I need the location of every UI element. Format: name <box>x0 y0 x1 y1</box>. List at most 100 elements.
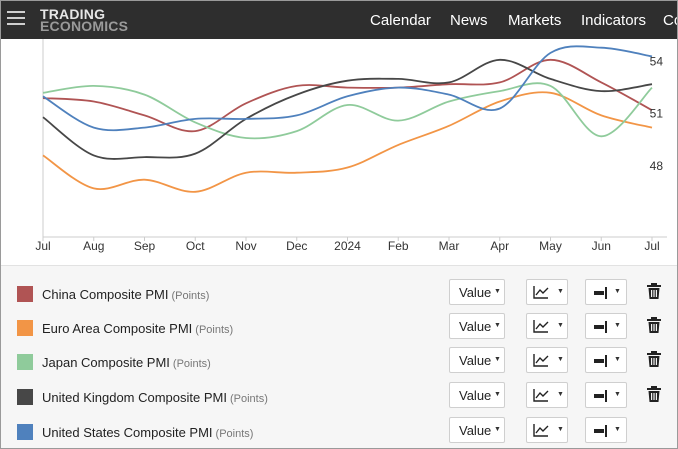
nav-commodities[interactable]: Co <box>663 12 677 29</box>
caret-down-icon: ▼ <box>614 322 621 329</box>
series-name[interactable]: United States Composite PMI (Points) <box>42 425 253 440</box>
right-axis-icon <box>594 286 608 304</box>
caret-down-icon: ▼ <box>557 288 564 295</box>
series-color-swatch[interactable] <box>17 424 33 440</box>
caret-down-icon: ▼ <box>557 322 564 329</box>
axis-side-dropdown[interactable]: ▼ <box>585 347 627 373</box>
chart-type-dropdown[interactable]: ▼ <box>526 417 568 443</box>
legend-row-china: China Composite PMI (Points) Value ▼ ▼ ▼ <box>1 274 677 308</box>
value-dropdown-label: Value <box>459 353 492 368</box>
x-tick-label: Dec <box>286 239 307 253</box>
series-line-united-kingdom[interactable] <box>42 58 653 160</box>
y-tick-label: 48 <box>650 159 664 173</box>
x-tick-label: Oct <box>186 239 205 253</box>
series-line-united-states[interactable] <box>42 45 653 132</box>
x-tick-label: Jul <box>35 239 50 253</box>
caret-down-icon: ▼ <box>494 426 501 433</box>
x-tick-label: Jul <box>644 239 659 253</box>
value-dropdown[interactable]: Value ▼ <box>449 417 505 443</box>
trash-icon[interactable] <box>647 317 661 335</box>
series-color-swatch[interactable] <box>17 389 33 405</box>
y-tick-label: 51 <box>650 107 664 121</box>
series-unit: (Points) <box>195 324 234 336</box>
x-tick-label: Nov <box>235 239 256 253</box>
legend-row-united-kingdom: United Kingdom Composite PMI (Points) Valu… <box>1 377 677 411</box>
value-dropdown[interactable]: Value ▼ <box>449 313 505 339</box>
line-chart-icon <box>533 423 549 442</box>
logo[interactable]: TRADING ECONOMICS <box>40 6 128 33</box>
trash-icon[interactable] <box>647 283 661 301</box>
top-navigation-bar: TRADING ECONOMICS Calendar News Markets … <box>1 1 677 39</box>
nav-calendar[interactable]: Calendar <box>370 12 431 29</box>
series-unit: (Points) <box>171 290 210 302</box>
nav-news[interactable]: News <box>450 12 488 29</box>
value-dropdown[interactable]: Value ▼ <box>449 382 505 408</box>
x-tick-label: Sep <box>134 239 156 253</box>
line-chart-icon <box>533 353 549 372</box>
series-name[interactable]: United Kingdom Composite PMI (Points) <box>42 390 268 405</box>
series-color-swatch[interactable] <box>17 320 33 336</box>
x-tick-label: Jun <box>592 239 611 253</box>
series-color-swatch[interactable] <box>17 286 33 302</box>
value-dropdown-label: Value <box>459 423 492 438</box>
caret-down-icon: ▼ <box>614 288 621 295</box>
logo-line-1: TRADING <box>40 6 106 22</box>
value-dropdown[interactable]: Value ▼ <box>449 279 505 305</box>
right-axis-icon <box>594 389 608 407</box>
series-name-text: United Kingdom Composite PMI <box>42 390 227 405</box>
legend-row-japan: Japan Composite PMI (Points) Value ▼ ▼ ▼ <box>1 342 677 376</box>
line-chart-icon <box>533 285 549 304</box>
series-color-swatch[interactable] <box>17 354 33 370</box>
nav-markets[interactable]: Markets <box>508 12 562 29</box>
series-name[interactable]: China Composite PMI (Points) <box>42 287 209 302</box>
series-unit: (Points) <box>215 428 254 440</box>
right-axis-icon <box>594 320 608 338</box>
series-name[interactable]: Euro Area Composite PMI (Points) <box>42 321 233 336</box>
legend-row-euro-area: Euro Area Composite PMI (Points) Value ▼ ▼ ▼ <box>1 308 677 342</box>
trash-icon[interactable] <box>647 386 661 404</box>
nav-indicators[interactable]: Indicators <box>581 12 647 29</box>
chart-type-dropdown[interactable]: ▼ <box>526 382 568 408</box>
x-tick-label: Apr <box>490 239 509 253</box>
value-dropdown[interactable]: Value ▼ <box>449 347 505 373</box>
value-dropdown-label: Value <box>459 285 492 300</box>
caret-down-icon: ▼ <box>494 356 501 363</box>
series-name-text: Japan Composite PMI <box>42 355 170 370</box>
axis-side-dropdown[interactable]: ▼ <box>585 313 627 339</box>
series-unit: (Points) <box>172 358 211 370</box>
caret-down-icon: ▼ <box>494 288 501 295</box>
x-tick-label: Feb <box>388 239 409 253</box>
axis-side-dropdown[interactable]: ▼ <box>585 417 627 443</box>
series-legend-panel: China Composite PMI (Points) Value ▼ ▼ ▼ Euro … <box>1 265 677 448</box>
caret-down-icon: ▼ <box>494 391 501 398</box>
x-tick-label: 2024 <box>334 239 361 253</box>
series-line-euro-area[interactable] <box>42 91 653 193</box>
chart-type-dropdown[interactable]: ▼ <box>526 347 568 373</box>
axis-side-dropdown[interactable]: ▼ <box>585 279 627 305</box>
chart-type-dropdown[interactable]: ▼ <box>526 279 568 305</box>
trash-icon[interactable] <box>647 351 661 369</box>
x-tick-label: Aug <box>83 239 104 253</box>
y-tick-label: 54 <box>650 55 664 69</box>
value-dropdown-label: Value <box>459 388 492 403</box>
series-unit: (Points) <box>229 393 268 405</box>
chart-type-dropdown[interactable]: ▼ <box>526 313 568 339</box>
right-axis-icon <box>594 354 608 372</box>
menu-icon[interactable] <box>7 11 25 25</box>
axis-side-dropdown[interactable]: ▼ <box>585 382 627 408</box>
series-line-china[interactable] <box>42 58 653 133</box>
caret-down-icon: ▼ <box>557 426 564 433</box>
pmi-line-chart: Jul Aug Sep Oct Nov Dec 2024 Feb Mar Apr May Jun Jul… <box>1 39 677 264</box>
legend-row-united-states: United States Composite PMI (Points) Value… <box>1 412 677 446</box>
series-name[interactable]: Japan Composite PMI (Points) <box>42 355 211 370</box>
caret-down-icon: ▼ <box>557 356 564 363</box>
series-name-text: Euro Area Composite PMI <box>42 321 193 336</box>
series-name-text: United States Composite PMI <box>42 425 213 440</box>
caret-down-icon: ▼ <box>494 322 501 329</box>
chart-canvas: Jul Aug Sep Oct Nov Dec 2024 Feb Mar Apr May Jun Jul… <box>35 39 667 253</box>
caret-down-icon: ▼ <box>614 426 621 433</box>
series-line-japan[interactable] <box>42 82 653 140</box>
series-name-text: China Composite PMI <box>42 287 169 302</box>
x-tick-label: Mar <box>439 239 460 253</box>
